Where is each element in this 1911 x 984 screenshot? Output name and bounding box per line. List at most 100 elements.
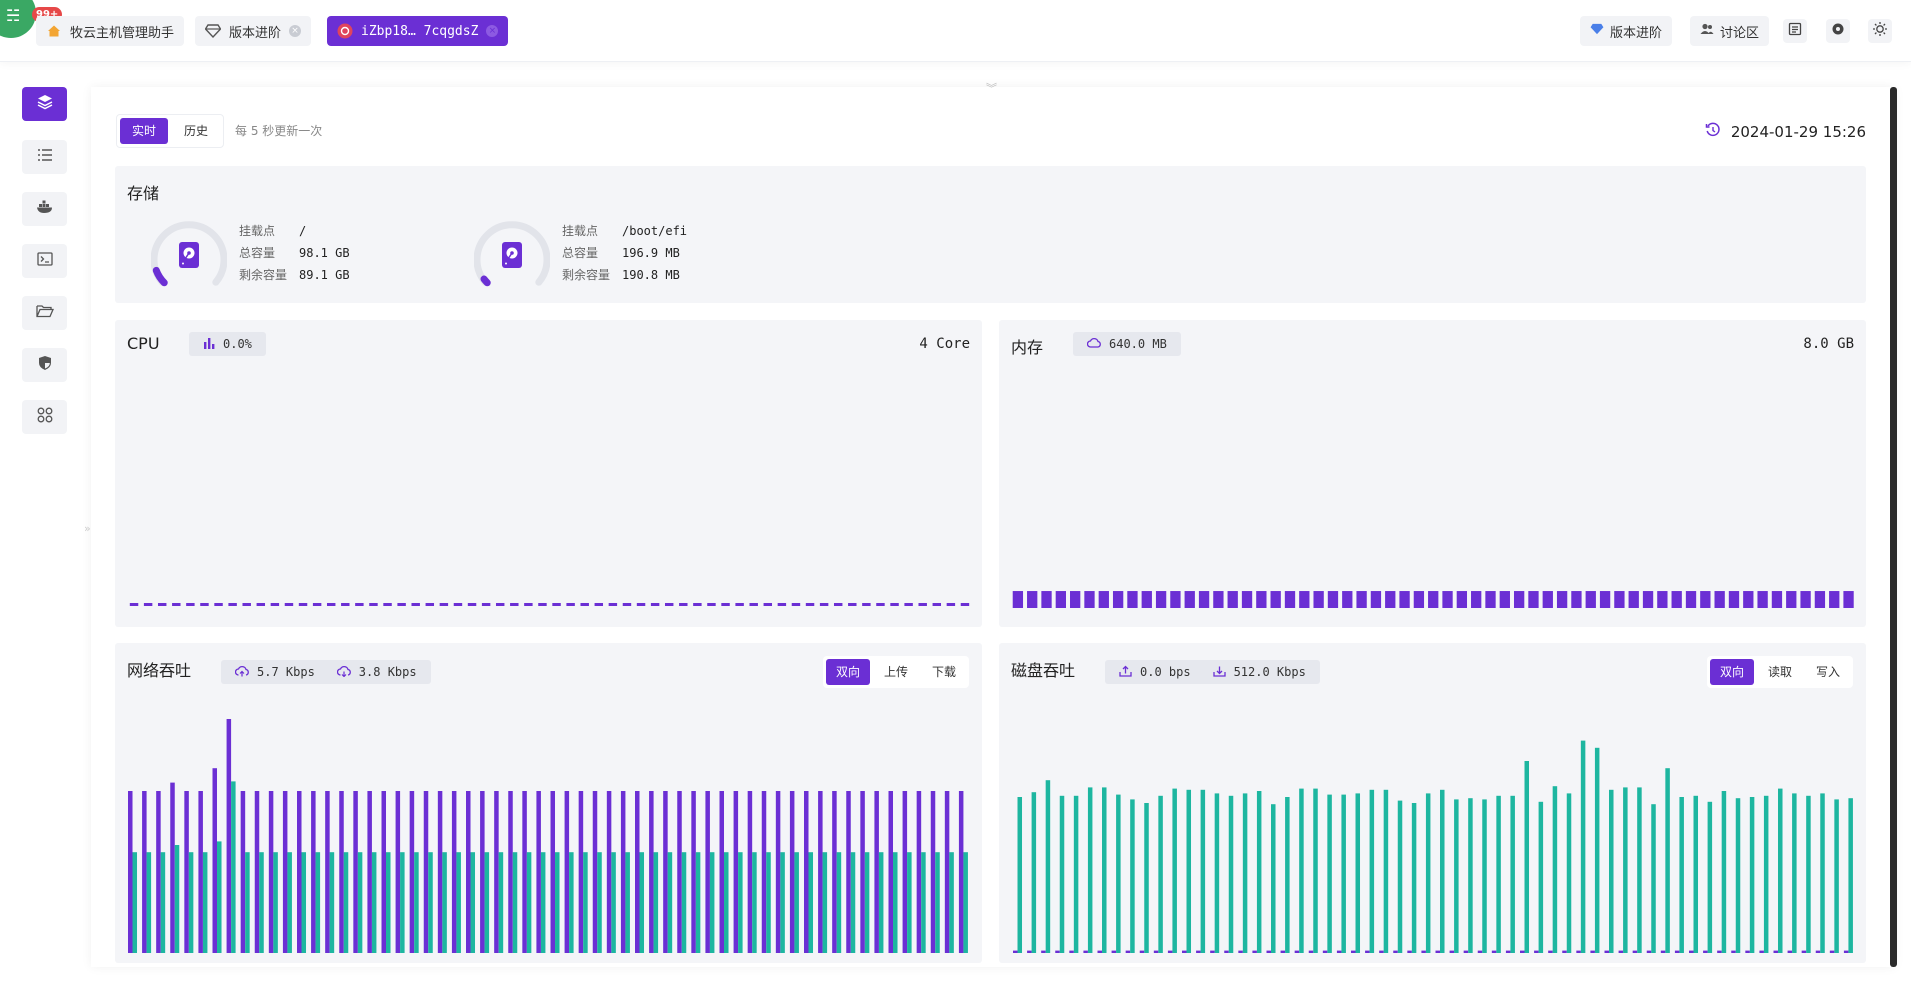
diskio-mode-read[interactable]: 读取 xyxy=(1767,665,1792,679)
diskio-write-bar xyxy=(1256,791,1262,953)
mount-value: / xyxy=(299,224,307,238)
layers-icon xyxy=(37,94,53,114)
diskio-read-bar xyxy=(1604,950,1610,953)
network-upload-bar xyxy=(128,791,133,953)
sidebar-item-security[interactable] xyxy=(22,348,67,382)
diskio-write-bar xyxy=(1411,803,1417,953)
cpu-bar xyxy=(214,603,223,606)
cpu-bar xyxy=(791,603,801,606)
network-upload-bar xyxy=(184,791,189,953)
network-upload-bar xyxy=(775,791,781,953)
tab-home[interactable]: 牧云主机管理助手 xyxy=(36,16,185,46)
cpu-bar xyxy=(749,603,758,606)
cpu-bar xyxy=(664,603,674,606)
tab-close-icon[interactable]: × xyxy=(486,25,499,37)
settings-button[interactable] xyxy=(1826,19,1850,43)
realtime-button[interactable]: 实时 xyxy=(120,118,169,144)
cpu-bar xyxy=(932,603,942,606)
tab-server[interactable]: iZbp18… 7cqgdsZ × xyxy=(327,16,509,46)
cpu-bar xyxy=(679,603,688,606)
diskio-write-bar xyxy=(1440,789,1445,953)
expand-sidebar-icon[interactable]: » xyxy=(84,522,91,535)
app-logo[interactable]: ☵ xyxy=(0,0,36,38)
network-upload-bar xyxy=(381,791,387,953)
users-icon xyxy=(1700,23,1714,39)
upgrade-button[interactable]: 版本进阶 xyxy=(1580,16,1673,46)
memory-bar xyxy=(1513,591,1525,608)
forum-button[interactable]: 讨论区 xyxy=(1690,16,1770,46)
diskio-write-bar xyxy=(1327,794,1332,953)
collapse-top-icon[interactable]: ︾ xyxy=(986,82,997,95)
network-mode-both[interactable]: 双向 xyxy=(825,659,870,685)
theme-toggle[interactable] xyxy=(1868,19,1892,43)
sidebar-item-files[interactable] xyxy=(22,296,67,330)
network-download-bar xyxy=(146,852,152,953)
network-download-bar xyxy=(695,852,701,953)
diskio-write-bar xyxy=(1158,795,1163,953)
network-mode-download[interactable]: 下载 xyxy=(931,665,956,679)
cpu-bar xyxy=(467,603,477,606)
diskio-write-value: 512.0 Kbps xyxy=(1233,665,1306,679)
memory-usage-pill: 640.0 MB xyxy=(1073,332,1181,356)
network-download-bar xyxy=(724,852,729,953)
diskio-read-bar xyxy=(1660,950,1666,953)
cpu-bar xyxy=(580,603,589,606)
sidebar-item-processes[interactable] xyxy=(22,140,67,174)
cpu-bar xyxy=(819,603,829,606)
history-clock-icon[interactable] xyxy=(1705,122,1721,142)
memory-bar xyxy=(1356,591,1367,608)
network-download-bar xyxy=(611,852,616,953)
diskio-read-bar xyxy=(1196,950,1201,953)
diskio-read-bar xyxy=(1393,950,1398,953)
cloud-icon xyxy=(1086,337,1101,351)
tab-upgrade-label: 版本进阶 xyxy=(229,25,282,41)
history-button[interactable]: 历史 xyxy=(184,124,209,138)
network-mode-upload[interactable]: 上传 xyxy=(883,665,908,679)
sidebar-item-terminal[interactable] xyxy=(22,244,67,278)
cpu-bar xyxy=(453,603,463,606)
network-upload-bar xyxy=(691,791,696,953)
diskio-title: 磁盘吞吐 xyxy=(1011,661,1076,680)
diskio-write-bar xyxy=(1763,795,1769,953)
diskio-write-bar xyxy=(1425,793,1431,953)
diskio-mode-write[interactable]: 写入 xyxy=(1815,665,1840,679)
diskio-write-bar xyxy=(1341,794,1346,953)
memory-bar xyxy=(1843,591,1854,608)
diskio-read-bar xyxy=(1182,950,1187,953)
notes-button[interactable] xyxy=(1783,19,1807,43)
network-upload-bar xyxy=(522,791,527,953)
cpu-bar xyxy=(256,603,266,606)
diskio-write-bar xyxy=(1552,786,1558,953)
diskio-write-bar xyxy=(1538,801,1544,953)
cpu-bar xyxy=(270,603,280,606)
network-upload-bar xyxy=(592,791,598,953)
memory-bar xyxy=(1284,591,1296,608)
cpu-bar xyxy=(693,603,702,606)
diskio-write-bar xyxy=(1707,801,1713,953)
diskio-write-bar xyxy=(1778,788,1783,953)
sidebar-item-overview[interactable] xyxy=(22,87,67,121)
cpu-bar xyxy=(397,603,406,606)
network-upload-bar xyxy=(508,791,513,953)
diskio-mode-both[interactable]: 双向 xyxy=(1709,659,1754,685)
diskio-write-bar xyxy=(1594,747,1600,953)
network-upload-bar xyxy=(677,791,682,953)
network-download-bar xyxy=(456,852,461,953)
network-upload-bar xyxy=(888,791,894,953)
cpu-bar xyxy=(481,603,491,606)
tab-close-icon[interactable]: × xyxy=(289,25,302,37)
memory-bar xyxy=(1299,591,1310,608)
memory-bar xyxy=(1714,591,1725,608)
memory-bar xyxy=(1528,591,1539,608)
memory-bar xyxy=(1055,591,1066,608)
tab-upgrade[interactable]: 版本进阶 × xyxy=(195,16,312,46)
diskio-read-value: 0.0 bps xyxy=(1140,665,1191,679)
diskio-write-bar xyxy=(1017,797,1023,953)
sidebar-item-apps[interactable] xyxy=(22,400,67,434)
memory-bar xyxy=(1614,591,1625,608)
storage-card: 存储 挂载点 / 总容量 98.1 GB 剩余容量 89.1 GB 挂载点/boot/… xyxy=(115,166,1866,303)
scrollbar[interactable] xyxy=(1890,87,1897,967)
memory-bar xyxy=(1399,591,1410,608)
diskio-read-bar xyxy=(1576,950,1581,953)
sidebar-item-docker[interactable] xyxy=(22,192,67,226)
